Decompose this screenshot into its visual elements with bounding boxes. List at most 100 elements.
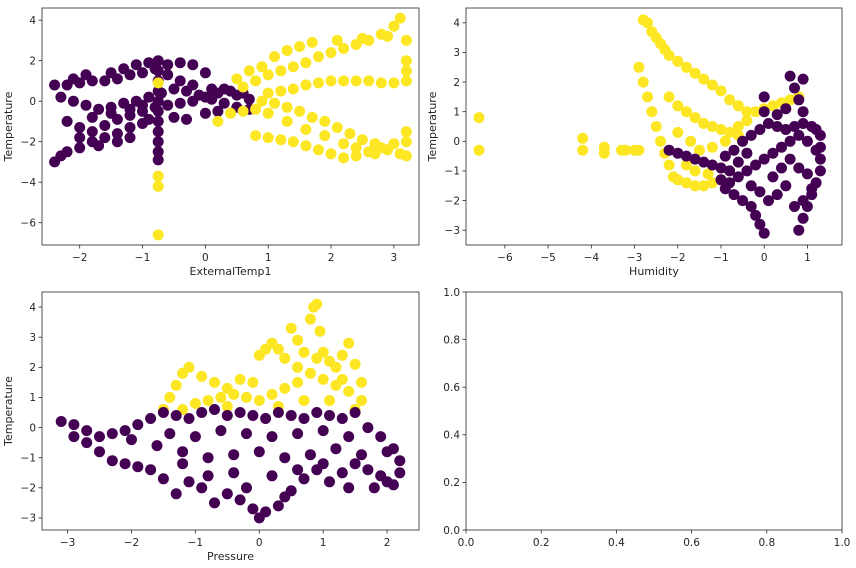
scatter-point bbox=[199, 91, 211, 103]
scatter-point bbox=[177, 458, 189, 470]
scatter-point bbox=[164, 428, 176, 440]
scatter-point bbox=[343, 337, 355, 349]
scatter-point bbox=[292, 376, 304, 388]
scatter-point bbox=[137, 99, 148, 111]
scatter-point bbox=[338, 152, 350, 164]
scatter-point bbox=[218, 83, 230, 95]
scatter-point bbox=[780, 124, 792, 135]
scatter-point bbox=[325, 75, 337, 87]
scatter-point bbox=[174, 57, 186, 69]
scatter-point bbox=[325, 47, 337, 59]
scatter-point bbox=[49, 79, 61, 91]
scatter-point bbox=[94, 431, 105, 443]
scatter-point bbox=[780, 180, 792, 192]
y-tick-label: 0 bbox=[29, 96, 36, 108]
scatter-point bbox=[292, 361, 304, 373]
scatter-point bbox=[400, 150, 412, 162]
scatter-point bbox=[298, 473, 310, 485]
scatter-point bbox=[577, 132, 589, 144]
scatter-point bbox=[81, 437, 93, 449]
y-tick-label: 0.8 bbox=[443, 334, 460, 346]
scatter-point bbox=[473, 112, 485, 124]
scatter-point bbox=[319, 115, 331, 127]
scatter-point bbox=[715, 85, 727, 97]
scatter-point bbox=[241, 482, 252, 494]
scatter-point bbox=[253, 395, 265, 406]
scatter-point bbox=[317, 425, 329, 437]
scatter-point bbox=[780, 103, 792, 115]
scatter-point bbox=[105, 107, 117, 119]
scatter-point bbox=[300, 57, 312, 69]
scatter-point bbox=[55, 416, 67, 427]
scatter-point bbox=[250, 75, 262, 87]
x-tick-label: 0.0 bbox=[458, 537, 475, 549]
scatter-point bbox=[124, 103, 136, 115]
scatter-point bbox=[241, 428, 252, 440]
scatter-point bbox=[382, 30, 394, 42]
scatter-point bbox=[368, 482, 380, 494]
scatter-point bbox=[637, 76, 649, 88]
scatter-point bbox=[93, 103, 105, 115]
x-tick-label: −1 bbox=[713, 252, 728, 264]
scatter-point bbox=[650, 121, 662, 132]
scatter-points bbox=[55, 298, 406, 524]
scatter-point bbox=[336, 467, 348, 479]
scatter-point bbox=[285, 410, 297, 421]
scatter-point bbox=[168, 83, 180, 95]
scatter-point bbox=[272, 407, 284, 418]
scatter-point bbox=[693, 144, 705, 156]
scatter-point bbox=[724, 126, 736, 138]
scatter-point bbox=[311, 407, 323, 418]
x-tick-label: 0 bbox=[202, 252, 209, 264]
scatter-point bbox=[672, 55, 684, 67]
scatter-point bbox=[143, 57, 155, 69]
scatter-point bbox=[741, 115, 753, 127]
scatter-point bbox=[706, 121, 718, 132]
scatter-point bbox=[598, 147, 610, 159]
scatter-point bbox=[143, 91, 155, 103]
scatter-point bbox=[94, 446, 105, 458]
scatter-point bbox=[279, 491, 291, 503]
axes-frame bbox=[465, 291, 843, 531]
scatter-point bbox=[199, 67, 211, 79]
x-tick-label: −5 bbox=[540, 252, 555, 264]
scatter-point bbox=[152, 85, 164, 97]
y-tick-label: 3 bbox=[29, 332, 36, 344]
scatter-point bbox=[680, 177, 692, 189]
scatter-point bbox=[187, 79, 199, 91]
scatter-point bbox=[269, 97, 280, 109]
scatter-point bbox=[732, 100, 744, 112]
scatter-point bbox=[187, 95, 199, 107]
scatter-point bbox=[202, 452, 214, 464]
scatter-point bbox=[162, 69, 174, 81]
scatter-point bbox=[256, 95, 268, 107]
scatter-point bbox=[741, 165, 753, 177]
scatter-point bbox=[111, 136, 123, 148]
scatter-point bbox=[228, 388, 240, 400]
scatter-point bbox=[132, 419, 144, 431]
scatter-point bbox=[215, 425, 227, 437]
scatter-point bbox=[724, 165, 736, 177]
scatter-point bbox=[737, 195, 749, 207]
scatter-point bbox=[689, 153, 701, 165]
scatter-point bbox=[754, 124, 766, 135]
scatter-point bbox=[152, 115, 164, 127]
scatter-point bbox=[689, 112, 701, 124]
subplot-3: −3 −2 −1 0 1 2 −3 −2 −1 0 1 2 3 4 Pressure Temperature bbox=[2, 291, 420, 563]
scatter-point bbox=[279, 452, 291, 464]
scatter-point bbox=[266, 388, 278, 400]
scatter-point bbox=[784, 70, 796, 82]
scatter-point bbox=[157, 407, 169, 418]
scatter-point bbox=[145, 464, 157, 476]
y-tick-label: 2 bbox=[29, 362, 36, 374]
scatter-point bbox=[162, 99, 174, 111]
scatter-point bbox=[234, 494, 246, 506]
y-tick-label: −2 bbox=[445, 195, 460, 207]
scatter-point bbox=[237, 81, 249, 93]
scatter-point bbox=[281, 115, 293, 127]
scatter-point bbox=[350, 75, 362, 87]
scatter-point bbox=[247, 503, 259, 515]
scatter-point bbox=[356, 376, 367, 388]
y-tick-label: 0.4 bbox=[443, 430, 460, 442]
scatter-point bbox=[174, 75, 186, 87]
